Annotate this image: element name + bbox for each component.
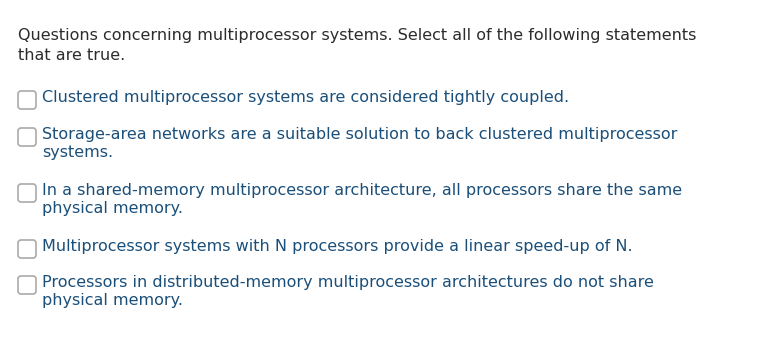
Text: In a shared-memory multiprocessor architecture, all processors share the same: In a shared-memory multiprocessor archit… — [42, 183, 682, 198]
FancyBboxPatch shape — [18, 240, 36, 258]
Text: Storage-area networks are a suitable solution to back clustered multiprocessor: Storage-area networks are a suitable sol… — [42, 127, 677, 142]
Text: Processors in distributed-memory multiprocessor architectures do not share: Processors in distributed-memory multipr… — [42, 275, 654, 290]
FancyBboxPatch shape — [18, 128, 36, 146]
Text: Multiprocessor systems with N processors provide a linear speed-up of N.: Multiprocessor systems with N processors… — [42, 239, 632, 254]
Text: physical memory.: physical memory. — [42, 293, 183, 308]
Text: that are true.: that are true. — [18, 48, 125, 63]
Text: physical memory.: physical memory. — [42, 201, 183, 216]
FancyBboxPatch shape — [18, 184, 36, 202]
Text: Clustered multiprocessor systems are considered tightly coupled.: Clustered multiprocessor systems are con… — [42, 90, 569, 105]
FancyBboxPatch shape — [18, 276, 36, 294]
Text: systems.: systems. — [42, 145, 113, 160]
Text: Questions concerning multiprocessor systems. Select all of the following stateme: Questions concerning multiprocessor syst… — [18, 28, 696, 43]
FancyBboxPatch shape — [18, 91, 36, 109]
